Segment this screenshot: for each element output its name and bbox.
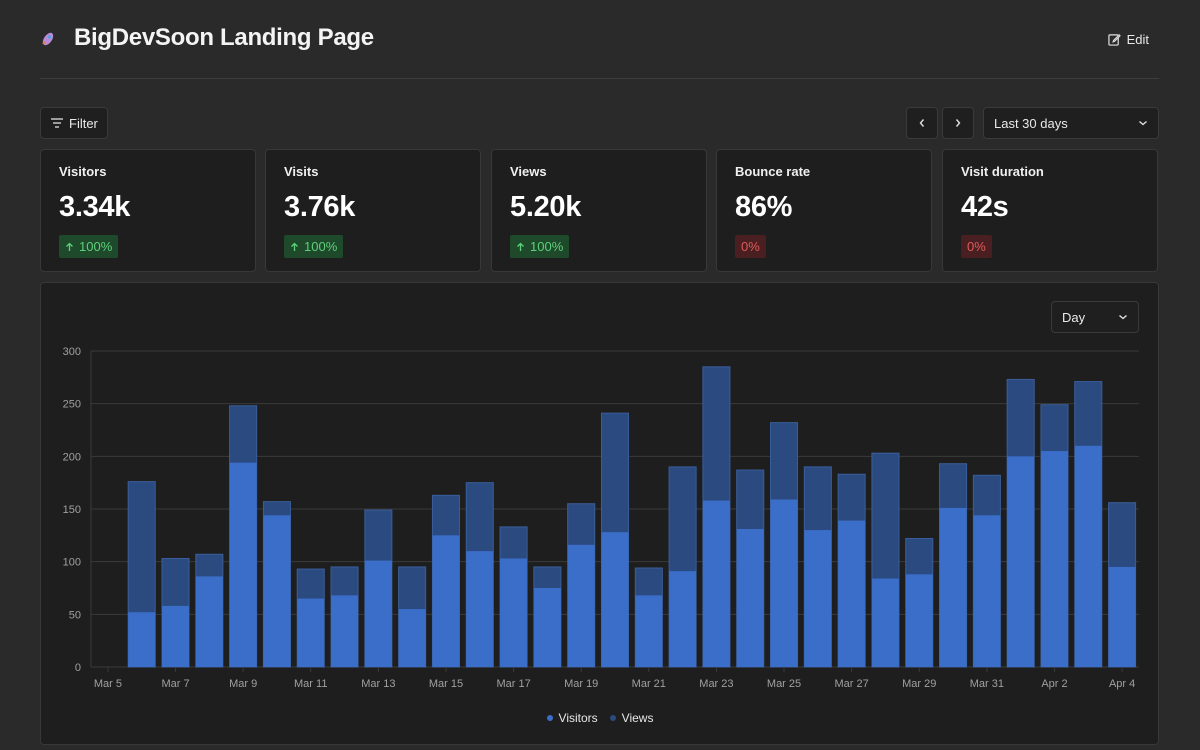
stat-value: 42s [961,191,1009,223]
stat-change-badge: 100% [510,235,570,258]
arrow-up-icon [291,242,298,251]
stat-label: Bounce rate [735,164,811,179]
legend-swatch-views [609,715,616,721]
legend-label: Views [621,711,654,725]
stat-change-badge: 100% [59,235,119,258]
filter-label: Filter [69,115,98,131]
date-range-label: Last 30 days [994,115,1068,131]
stat-card-visits[interactable]: Visits 3.76k 100% [265,149,481,272]
stat-change-value: 100% [79,239,113,254]
stat-card-views[interactable]: Views 5.20k 100% [491,149,707,272]
stat-change-value: 0% [967,239,986,254]
page-title: BigDevSoon Landing Page [74,24,374,51]
chart-panel [40,282,1159,745]
chevron-down-icon [1119,314,1127,320]
stat-card-visitors[interactable]: Visitors 3.34k 100% [40,149,256,272]
chevron-left-icon [919,119,925,127]
legend-label: Visitors [558,711,598,725]
edit-label: Edit [1126,31,1149,47]
stat-change-value: 100% [530,239,564,254]
stat-change-badge: 0% [961,235,992,258]
stat-label: Visits [284,164,319,179]
chevron-right-icon [955,119,961,127]
stat-change-badge: 0% [735,235,766,258]
legend-item-visitors[interactable]: Visitors [546,711,598,725]
stat-change-badge: 100% [284,235,344,258]
stat-change-value: 0% [741,239,760,254]
stat-value: 5.20k [510,191,582,223]
arrow-up-icon [517,242,524,251]
filter-icon [51,118,63,128]
legend-swatch-visitors [546,715,553,721]
edit-button[interactable]: Edit [1098,24,1159,54]
next-period-button[interactable] [942,107,974,139]
chart-legend: Visitors Views [0,711,1200,725]
pencil-icon [1107,33,1121,46]
arrow-up-icon [66,242,73,251]
rocket-logo-icon [42,32,54,46]
stat-card-visit-duration[interactable]: Visit duration 42s 0% [942,149,1158,272]
stat-value: 3.76k [284,191,356,223]
date-range-select[interactable]: Last 30 days [983,107,1159,139]
previous-period-button[interactable] [906,107,938,139]
filter-button[interactable]: Filter [40,107,108,139]
chevron-down-icon [1139,120,1147,126]
interval-select[interactable]: Day [1051,301,1139,333]
interval-label: Day [1062,309,1086,325]
legend-item-views[interactable]: Views [609,711,654,725]
stat-change-value: 100% [304,239,338,254]
stat-label: Views [510,164,547,179]
stat-label: Visit duration [961,164,1044,179]
stat-card-bounce-rate[interactable]: Bounce rate 86% 0% [716,149,932,272]
page-header: BigDevSoon Landing Page Edit [40,0,1159,79]
stat-value: 3.34k [59,191,131,223]
stat-value: 86% [735,191,793,223]
stat-label: Visitors [59,164,107,179]
